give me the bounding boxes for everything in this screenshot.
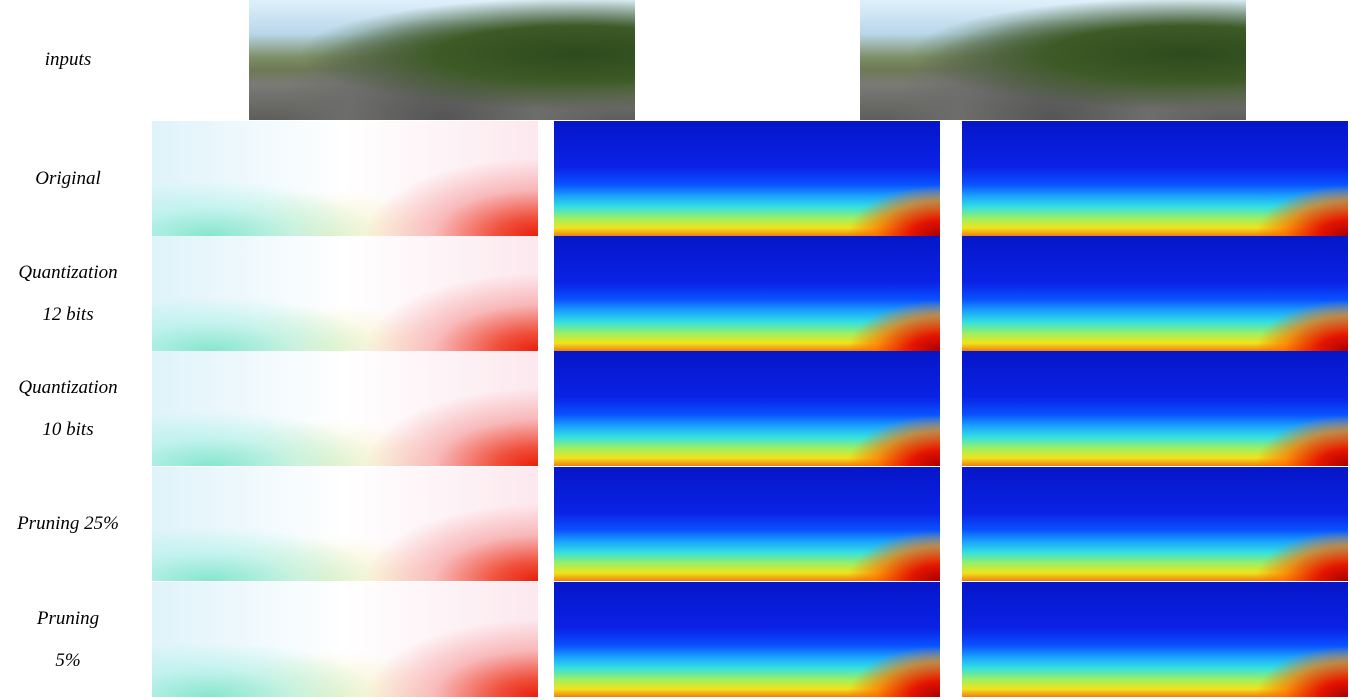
row-label: Pruning 5% [0, 582, 136, 697]
label-line: Quantization [18, 262, 117, 284]
depth-image [554, 351, 940, 466]
flow-image [152, 467, 538, 581]
depth-image [962, 467, 1348, 581]
label-line: 5% [55, 650, 80, 672]
label-line: 12 bits [42, 304, 93, 326]
label-line: Original [35, 168, 100, 190]
depth-image [554, 467, 940, 581]
label-line: Pruning [37, 608, 99, 630]
depth-image [554, 121, 940, 236]
flow-image [152, 121, 538, 236]
label-line: 10 bits [42, 419, 93, 441]
row-label: Quantization 12 bits [0, 236, 136, 351]
input-image [860, 0, 1246, 120]
depth-image [554, 582, 940, 697]
flow-image [152, 236, 538, 351]
flow-image [152, 351, 538, 466]
label-line: Pruning 25% [17, 513, 119, 535]
depth-image [962, 582, 1348, 697]
depth-image [962, 351, 1348, 466]
label-line: Quantization [18, 377, 117, 399]
flow-image [152, 582, 538, 697]
depth-image [554, 236, 940, 351]
figure: inputsOriginalQuantization12 bitsQuantiz… [0, 0, 1351, 700]
depth-image [962, 121, 1348, 236]
row-label: inputs [0, 0, 136, 120]
depth-image [962, 236, 1348, 351]
row-label: Original [0, 121, 136, 236]
label-line: inputs [45, 49, 91, 71]
row-label: Quantization 10 bits [0, 351, 136, 466]
input-image [249, 0, 635, 120]
row-label: Pruning 25% [0, 467, 136, 581]
